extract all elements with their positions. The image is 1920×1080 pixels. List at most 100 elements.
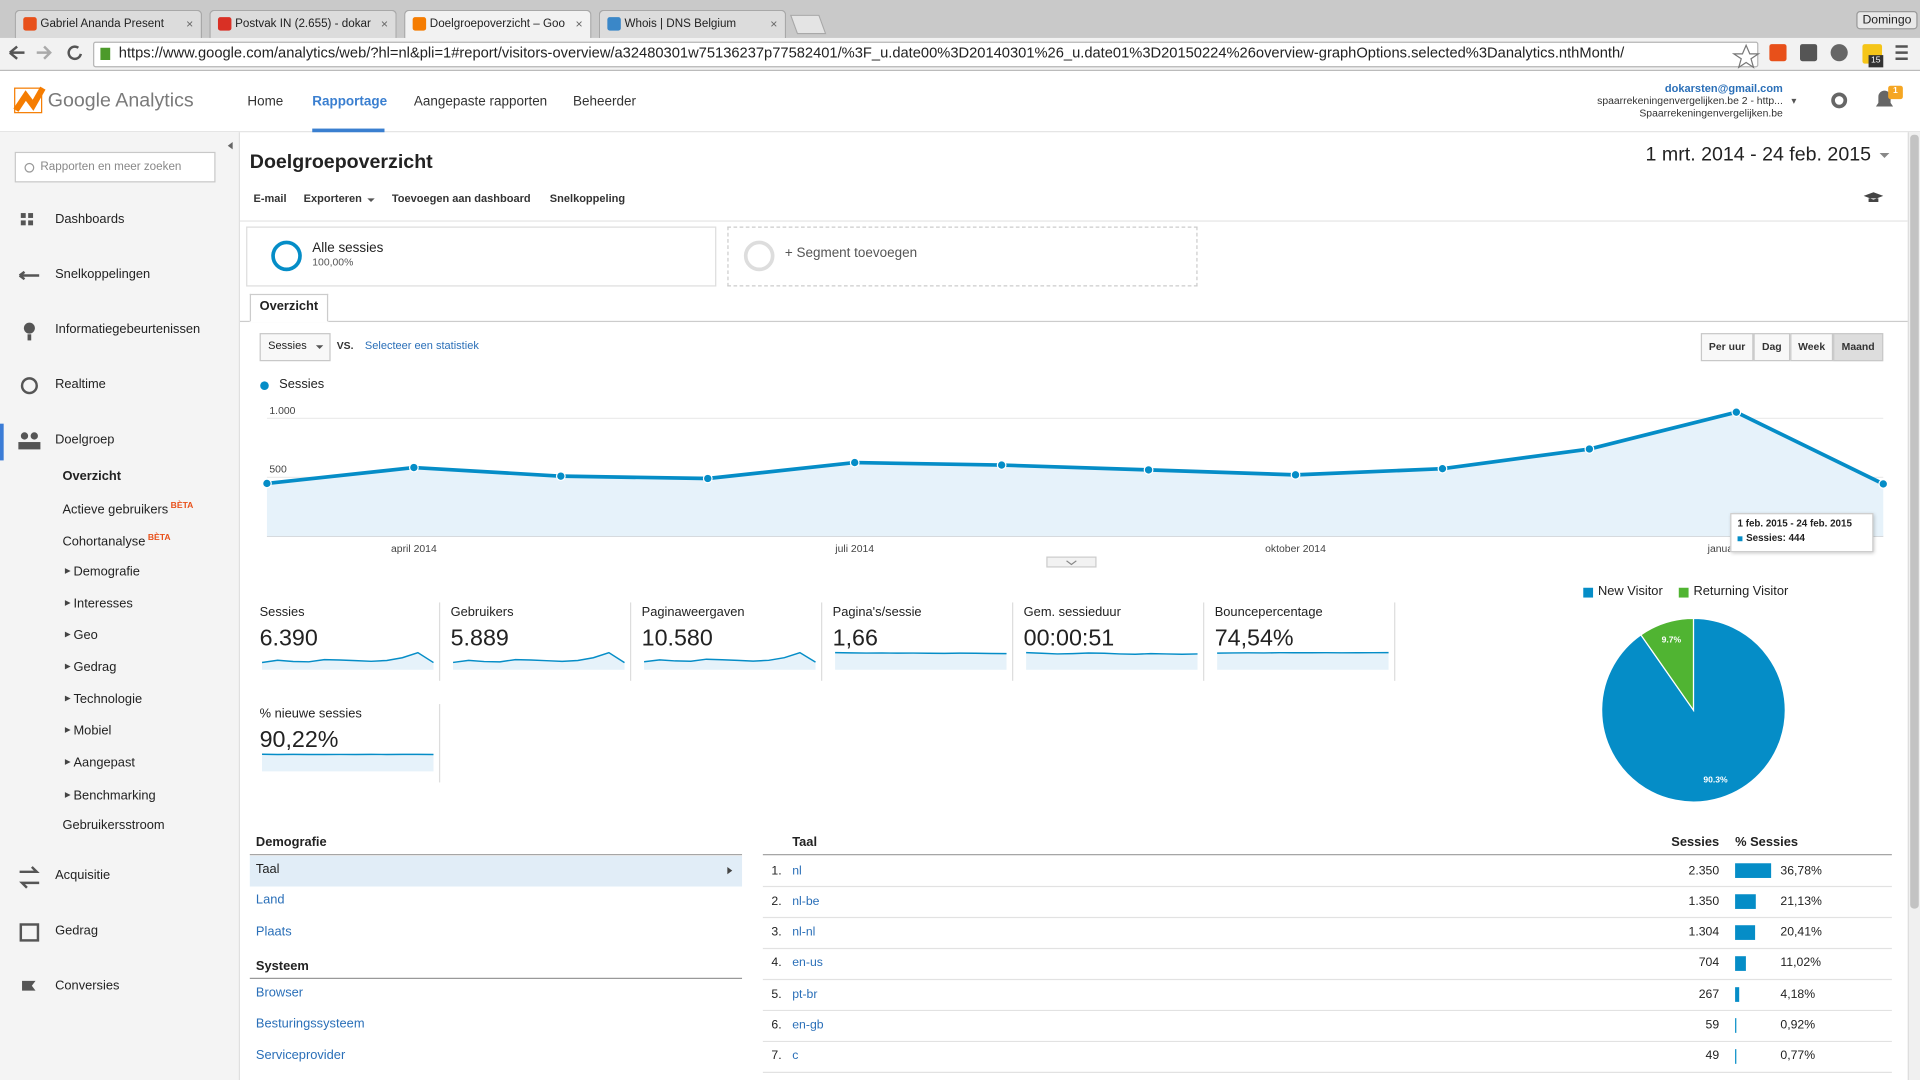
sidebar-section[interactable]: Conversies (55, 978, 120, 994)
pct-bar (1735, 956, 1746, 971)
dimension-link[interactable]: Serviceprovider (255, 1047, 346, 1063)
sidebar-item[interactable]: Demografie (73, 564, 140, 580)
tab-favicon (607, 17, 621, 31)
dimension-link[interactable]: Taal (255, 862, 280, 877)
legend-label: Returning Visitor (1693, 584, 1789, 599)
tab-close[interactable]: × (186, 17, 194, 32)
browser-tab[interactable]: Whois | DNS Belgium × (598, 9, 787, 38)
back-icon[interactable] (9, 45, 25, 60)
point (996, 460, 1007, 470)
period-button[interactable]: Week (1790, 333, 1834, 362)
sidebar-section[interactable]: Snelkoppelingen (55, 267, 151, 282)
browser-tab[interactable]: Gabriel Ananda Present × (14, 9, 203, 38)
tab-close[interactable]: × (770, 17, 778, 32)
period-button[interactable]: Maand (1833, 333, 1884, 362)
row-sessions: 1.350 (1688, 894, 1720, 909)
metric-value: 10.580 (641, 625, 713, 651)
period-button[interactable]: Per uur (1700, 333, 1754, 362)
sidebar-item[interactable]: Technologie (73, 692, 143, 707)
sidebar-item[interactable]: Geo (73, 628, 98, 644)
scroll-thumb[interactable] (1910, 134, 1919, 909)
dimension-link[interactable]: Besturingssysteem (255, 1016, 365, 1032)
sparkline (1026, 651, 1198, 655)
nav-item[interactable]: Rapportage (312, 94, 388, 109)
metric-name: Pagina's/sessie (832, 605, 922, 620)
metric-name: Bouncepercentage (1214, 605, 1323, 620)
overview-tab[interactable] (249, 293, 329, 323)
sidebar-item[interactable]: Gedrag (73, 660, 117, 675)
sparkline-area (453, 652, 625, 670)
sidebar-item[interactable]: Aangepast (73, 755, 135, 771)
sidebar-item[interactable]: Cohortanalyse BÈTA (62, 534, 171, 550)
row-label[interactable]: nl-be (792, 894, 820, 909)
sidebar-item[interactable]: Mobiel (73, 723, 112, 739)
dimension-group-title: Systeem (255, 958, 309, 974)
report-action[interactable]: E-mail (253, 192, 287, 205)
star-icon[interactable] (1731, 43, 1761, 69)
chart-resize-handle[interactable] (1046, 556, 1097, 568)
row-label[interactable]: c (792, 1049, 799, 1064)
sidebar-item[interactable]: Interesses (73, 596, 133, 612)
pct-bar (1735, 1049, 1737, 1064)
tab-close[interactable]: × (575, 17, 583, 32)
sidebar-section[interactable]: Realtime (55, 377, 106, 393)
y-tick-label: 500 (269, 463, 287, 476)
url-text[interactable]: https://www.google.com/analytics/web/?hl… (118, 44, 1625, 62)
row-label[interactable]: nl-nl (792, 925, 816, 940)
dimension-link[interactable]: Browser (255, 985, 304, 1001)
sidebar-item[interactable]: Benchmarking (73, 788, 156, 804)
period-button[interactable]: Dag (1753, 333, 1791, 362)
segment-card[interactable] (246, 226, 717, 287)
tab-label[interactable]: Overzicht (259, 298, 319, 314)
nav-item[interactable]: Aangepaste rapporten (413, 94, 548, 109)
row-label[interactable]: pt-br (792, 987, 818, 1002)
date-range[interactable]: 1 mrt. 2014 - 24 feb. 2015 (1645, 143, 1872, 165)
browser-tab[interactable]: Doelgroepoverzicht – Goo × (404, 9, 592, 38)
tab-close[interactable]: × (380, 17, 388, 32)
row-label[interactable]: nl (792, 863, 802, 878)
sidebar-item[interactable]: Overzicht (62, 469, 122, 484)
point (1143, 464, 1154, 475)
browser-tab[interactable]: Postvak IN (2.655) - dokar × (209, 9, 397, 38)
expand-arrow: ▶ (64, 727, 71, 735)
report-action[interactable]: Snelkoppeling (549, 192, 626, 205)
settings-icon[interactable] (1831, 92, 1848, 109)
dimension-link[interactable]: Land (255, 893, 285, 908)
row-label[interactable]: en-us (792, 956, 823, 971)
sidebar-section[interactable]: Informatiegebeurtenissen (55, 322, 201, 337)
sidebar-item[interactable]: Actieve gebruikers BÈTA (62, 502, 194, 518)
extension-icon[interactable] (1830, 44, 1848, 62)
sidebar-section[interactable]: Acquisitie (55, 868, 111, 884)
date-arrow[interactable] (1879, 153, 1890, 158)
report-action[interactable]: Toevoegen aan dashboard (391, 192, 531, 205)
legend-label: Sessies (279, 377, 325, 393)
select-metric-link[interactable]: Selecteer een statistiek (364, 339, 479, 352)
dimension-link[interactable]: Plaats (255, 924, 292, 939)
sidebar-item[interactable]: Gebruikersstroom (62, 818, 165, 833)
sidebar-section[interactable]: Gedrag (55, 923, 98, 939)
extension-icon[interactable] (1800, 44, 1818, 62)
search-box[interactable] (14, 151, 216, 183)
metric-select-label[interactable]: Sessies (268, 339, 307, 352)
pie-label: 90.3% (1703, 775, 1728, 785)
row-label[interactable]: en-gb (792, 1018, 824, 1033)
metric-value: 00:00:51 (1023, 625, 1115, 651)
academy-icon[interactable] (1863, 192, 1884, 203)
menu-icon[interactable] (1895, 45, 1908, 61)
profile-button[interactable]: Domingo (1856, 10, 1918, 29)
collapse-arrow[interactable] (227, 142, 233, 150)
add-segment[interactable]: + Segment toevoegen (784, 245, 918, 261)
report-action[interactable]: Exporteren (303, 192, 362, 205)
account-line[interactable]: dokarsten@gmail.com (1664, 82, 1783, 95)
url-field[interactable] (93, 41, 1759, 68)
nav-item[interactable]: Home (247, 94, 284, 109)
nav-item[interactable]: Beheerder (573, 94, 636, 109)
reload-icon[interactable] (67, 45, 83, 61)
sidebar-section[interactable]: Dashboards (55, 212, 125, 227)
extension-icon[interactable] (1769, 44, 1787, 62)
account-arrow[interactable]: ▾ (1791, 95, 1797, 107)
selected-dimension-bg (249, 855, 743, 887)
sidebar-section[interactable]: Doelgroep (55, 432, 115, 448)
search-placeholder[interactable]: Rapporten en meer zoeken (40, 160, 182, 174)
add-segment-card[interactable] (727, 226, 1198, 287)
